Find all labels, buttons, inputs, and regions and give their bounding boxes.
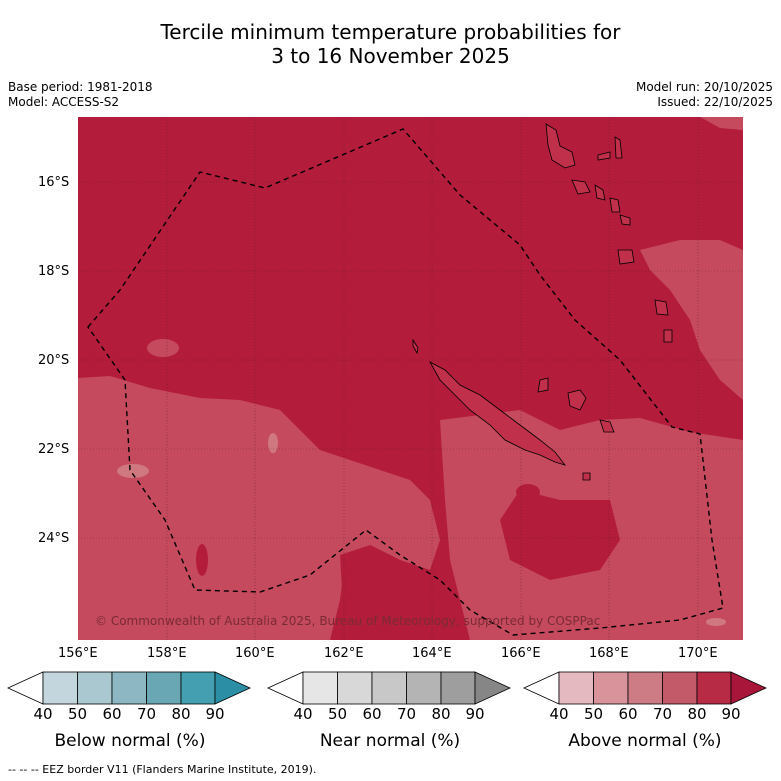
cbar-above-s5 xyxy=(696,671,732,705)
cbar-near-s4 xyxy=(406,671,442,705)
new-caledonia xyxy=(428,361,567,466)
cbar-above-tick: 80 xyxy=(687,705,707,723)
patch-dark-1 xyxy=(516,484,540,500)
colorbar-below xyxy=(7,671,251,705)
cbar-below-ext-high xyxy=(214,671,251,705)
lat-label-24s: 24°S xyxy=(38,531,70,546)
cbar-near-s5 xyxy=(440,671,476,705)
cbar-above-s2 xyxy=(593,671,629,705)
meta-right: Model run: 20/10/2025 Issued: 22/10/2025 xyxy=(636,80,773,110)
region-northeast-light xyxy=(700,117,743,130)
cbar-below-s5 xyxy=(180,671,216,705)
patch-light-2 xyxy=(147,339,179,357)
meta-left: Base period: 1981-2018 Model: ACCESS-S2 xyxy=(8,80,153,110)
cbar-above-tick: 90 xyxy=(721,705,741,723)
region-central-dark-south xyxy=(500,490,620,580)
eez-border xyxy=(87,128,724,636)
cbar-near-tick: 90 xyxy=(465,705,485,723)
eez-footnote: -- -- -- EEZ border V11 (Flanders Marine… xyxy=(8,763,317,776)
lon-label-160e: 160°E xyxy=(235,646,275,661)
colorbar-above xyxy=(523,671,767,705)
lon-label-168e: 168°E xyxy=(589,646,629,661)
cbar-below-s3 xyxy=(111,671,147,705)
cbar-below-tick: 90 xyxy=(205,705,225,723)
cbar-near-tick: 80 xyxy=(431,705,451,723)
cbar-above-tick: 60 xyxy=(618,705,638,723)
cbar-below-tick: 50 xyxy=(67,705,88,723)
cbar-near-title: Near normal (%) xyxy=(319,731,461,751)
cbar-near-tick: 40 xyxy=(293,705,313,723)
lat-label-16s: 16°S xyxy=(38,175,70,190)
lon-label-156e: 156°E xyxy=(58,646,98,661)
lon-label-164e: 164°E xyxy=(412,646,452,661)
cbar-below-tick: 80 xyxy=(171,705,191,723)
patch-dark-2 xyxy=(196,544,208,576)
lon-label-170e: 170°E xyxy=(678,646,718,661)
lat-label-18s: 18°S xyxy=(38,264,70,279)
cbar-below-tick: 60 xyxy=(102,705,122,723)
cbar-above-tick: 70 xyxy=(652,705,673,723)
cbar-below-title: Below normal (%) xyxy=(54,731,206,751)
region-sw-dark xyxy=(340,545,440,640)
cbar-below-tick: 70 xyxy=(136,705,157,723)
cbar-above-title: Above normal (%) xyxy=(568,731,722,751)
lon-label-162e: 162°E xyxy=(324,646,364,661)
patch-light-4 xyxy=(706,618,726,626)
title-line-1: Tercile minimum temperature probabilitie… xyxy=(160,20,621,44)
cbar-near-tick: 50 xyxy=(327,705,348,723)
cbar-below-s2 xyxy=(77,671,113,705)
colorbar-near xyxy=(267,671,511,705)
cbar-below-s1 xyxy=(42,671,78,705)
cbar-below-s4 xyxy=(146,671,182,705)
cbar-below-tick: 40 xyxy=(33,705,53,723)
lat-label-22s: 22°S xyxy=(38,442,70,457)
model-name: Model: ACCESS-S2 xyxy=(8,95,120,109)
vanuatu-espiritu-santo xyxy=(545,123,576,169)
cbar-above-tick: 40 xyxy=(549,705,569,723)
cbar-near-tick: 70 xyxy=(396,705,417,723)
cbar-above-s3 xyxy=(627,671,663,705)
cbar-near-s3 xyxy=(371,671,407,705)
issued-date: Issued: 22/10/2025 xyxy=(657,95,773,109)
gridlines xyxy=(78,117,743,640)
cbar-near-s2 xyxy=(337,671,373,705)
cbar-above-tick: 50 xyxy=(583,705,604,723)
base-period: Base period: 1981-2018 xyxy=(8,80,153,94)
cbar-above-ext-low xyxy=(523,671,560,705)
title-line-2: 3 to 16 November 2025 xyxy=(271,44,510,68)
cbar-near-tick: 60 xyxy=(362,705,382,723)
cbar-above-s4 xyxy=(662,671,698,705)
cbar-above-ext-high xyxy=(730,671,767,705)
patch-light-3 xyxy=(268,433,278,453)
region-west-light xyxy=(78,376,440,640)
copyright-notice: © Commonwealth of Australia 2025, Bureau… xyxy=(95,614,601,628)
coastlines xyxy=(412,123,673,481)
patch-light-1 xyxy=(117,464,149,478)
model-run: Model run: 20/10/2025 xyxy=(635,80,773,94)
cbar-below-ext-low xyxy=(7,671,44,705)
cbar-near-s1 xyxy=(302,671,338,705)
lon-label-158e: 158°E xyxy=(147,646,187,661)
lon-label-166e: 166°E xyxy=(501,646,541,661)
lat-label-20s: 20°S xyxy=(38,353,70,368)
cbar-near-ext-high xyxy=(474,671,511,705)
cbar-near-ext-low xyxy=(267,671,304,705)
cbar-above-s1 xyxy=(558,671,594,705)
